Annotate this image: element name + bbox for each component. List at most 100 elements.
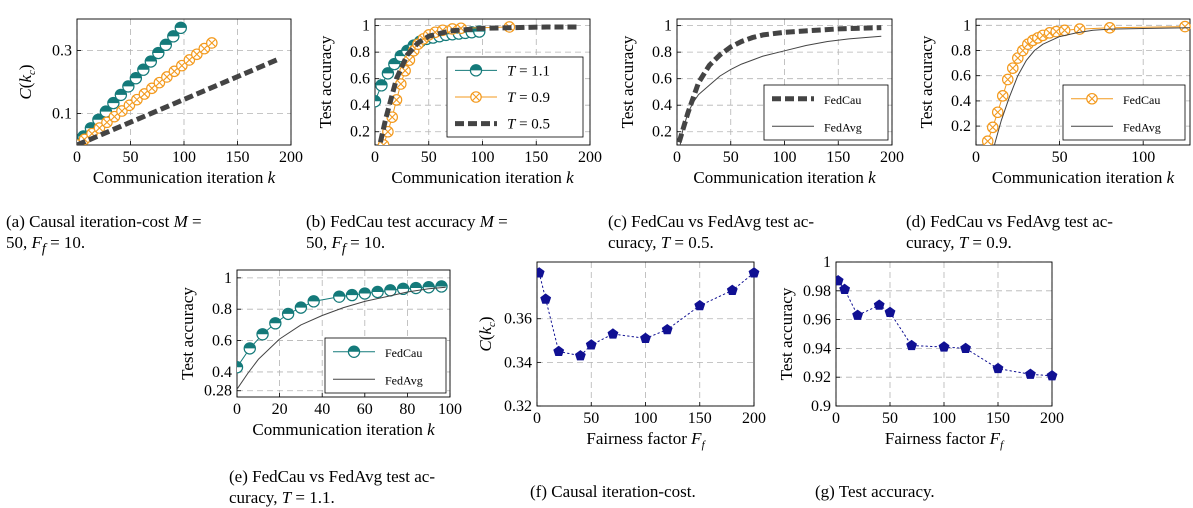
caption-e: (e) FedCau vs FedAvg test ac-curacy, T =… xyxy=(229,466,509,508)
data-point xyxy=(144,55,158,68)
y-tick-label: 1 xyxy=(664,18,672,35)
axes-frame xyxy=(236,269,451,398)
x-tick-label: 50 xyxy=(723,149,739,166)
plot-area xyxy=(836,275,1058,381)
data-point xyxy=(938,341,950,352)
x-tick-label: 0 xyxy=(73,149,81,166)
y-tick-label: 0.6 xyxy=(212,333,232,350)
x-tick-label: 200 xyxy=(1040,410,1064,427)
data-point xyxy=(269,317,282,330)
y-tick-label: 0.1 xyxy=(52,106,72,123)
series-line-0 xyxy=(237,286,442,368)
data-point xyxy=(884,306,896,318)
data-point xyxy=(174,21,187,35)
caption-d: (d) FedCau vs FedAvg test ac-curacy, T =… xyxy=(906,211,1188,253)
plot-area xyxy=(981,20,1191,145)
data-point xyxy=(388,57,401,71)
legend-label: FedAvg xyxy=(824,120,862,134)
series-line-2 xyxy=(377,24,580,143)
legend-box xyxy=(1062,84,1186,141)
caption-e-text: (e) FedCau vs FedAvg test ac-curacy, T =… xyxy=(229,467,435,507)
plot-area xyxy=(375,21,580,145)
y-tick-label: 0.6 xyxy=(350,71,370,88)
data-point xyxy=(992,362,1004,374)
series-line-1 xyxy=(679,35,882,145)
x-tick-label: 100 xyxy=(932,410,956,427)
data-point xyxy=(540,293,552,304)
data-point xyxy=(991,106,1004,119)
y-tick-label: 0.3 xyxy=(52,43,72,60)
legend: T = 1.1 T = 0.9 T = 0.5 xyxy=(446,56,584,138)
data-point xyxy=(960,342,972,354)
legend-box xyxy=(324,337,447,394)
axes-frame xyxy=(536,261,755,407)
plot-area xyxy=(237,280,448,390)
data-point xyxy=(108,110,121,123)
data-point xyxy=(375,79,388,92)
y-tick-label: 1 xyxy=(963,17,971,34)
x-axis-label: Fairness factor Ff xyxy=(885,429,1005,451)
legend-marker xyxy=(347,345,361,358)
chart-d: 0 50 100 0.2 0.4 0.6 0.8 1 Communication iterati… xyxy=(917,17,1191,187)
data-point xyxy=(537,267,545,278)
data-point xyxy=(748,267,760,278)
legend-marker xyxy=(469,64,483,77)
data-point xyxy=(409,281,423,295)
data-point xyxy=(99,105,113,118)
data-point xyxy=(371,285,384,299)
chart-f: 0 50 100 150 200 0.32 0.34 0.36 Fairness factor … xyxy=(476,261,766,451)
x-axis-label: Communication iteration k xyxy=(93,168,276,187)
x-tick-label: 50 xyxy=(421,149,437,166)
x-tick-label: 100 xyxy=(1131,149,1155,166)
y-tick-label: 0.8 xyxy=(350,44,370,61)
y-tick-label: 0.8 xyxy=(212,301,232,318)
data-point xyxy=(574,350,586,361)
plot-area xyxy=(677,25,882,145)
x-tick-label: 150 xyxy=(524,149,548,166)
data-point xyxy=(607,328,619,339)
legend-label: T = 0.5 xyxy=(507,117,550,133)
data-point xyxy=(422,281,435,294)
caption-c-text: (c) FedCau vs FedAvg test ac-curacy, T =… xyxy=(608,212,814,252)
legend: FedCau FedAvg xyxy=(324,337,447,394)
x-tick-label: 0 xyxy=(673,149,681,166)
caption-b-text: (b) FedCau test accuracy M = 50, Ff = 10. xyxy=(306,212,508,257)
legend-label: FedAvg xyxy=(385,373,423,387)
axes-frame xyxy=(835,261,1053,407)
caption-a-text: (a) Causal iteration-cost M = 50, Ff = 10… xyxy=(6,212,202,257)
data-point xyxy=(129,72,143,85)
data-point xyxy=(237,361,244,374)
data-point xyxy=(1001,73,1014,86)
y-tick-label: 0.34 xyxy=(504,354,532,371)
data-point xyxy=(256,328,269,341)
data-point xyxy=(206,37,218,49)
axes-frame xyxy=(975,18,1191,146)
data-point xyxy=(981,135,994,145)
caption-f: (f) Causal iteration-cost. xyxy=(530,481,770,502)
y-tick-label: 1 xyxy=(224,270,232,287)
x-tick-label: 200 xyxy=(880,149,904,166)
y-tick-label: 0.98 xyxy=(803,283,831,300)
x-tick-label: 100 xyxy=(773,149,797,166)
x-axis-label: Communication iteration k xyxy=(391,168,574,187)
data-point xyxy=(553,345,565,357)
y-axis-label: Test accuracy xyxy=(618,35,637,128)
data-point xyxy=(836,275,844,286)
caption-b: (b) FedCau test accuracy M = 50, Ff = 10. xyxy=(306,211,586,259)
y-tick-label: 0.36 xyxy=(504,311,532,328)
series-line-0 xyxy=(837,280,1053,377)
data-point xyxy=(281,307,295,321)
x-tick-label: 100 xyxy=(172,149,196,166)
legend-label: T = 0.9 xyxy=(507,90,550,106)
legend-label: FedCau xyxy=(1123,93,1160,107)
data-point xyxy=(167,30,180,43)
caption-g-text: (g) Test accuracy. xyxy=(815,482,935,501)
legend: FedCau FedAvg xyxy=(1062,84,1186,141)
y-tick-label: 0.4 xyxy=(350,97,370,114)
legend-marker xyxy=(470,91,482,103)
y-tick-label: 0.9 xyxy=(811,398,831,415)
y-tick-label: 0.92 xyxy=(803,369,831,386)
x-tick-label: 40 xyxy=(314,401,330,418)
y-tick-label: 0.2 xyxy=(652,124,672,141)
data-point xyxy=(146,82,158,95)
